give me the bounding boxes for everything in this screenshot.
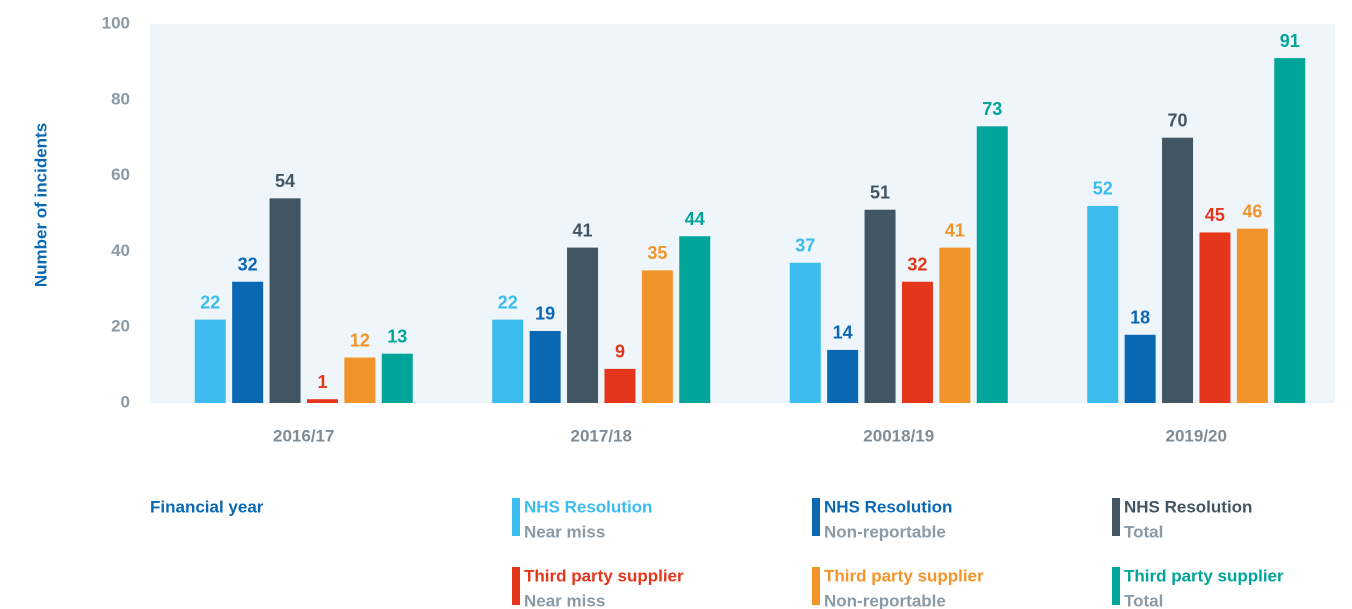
legend-swatch	[812, 498, 820, 536]
legend-swatch	[512, 567, 520, 605]
bar	[604, 368, 636, 403]
bar	[194, 319, 226, 403]
data-label: 91	[1280, 31, 1300, 51]
legend-swatch	[1112, 567, 1120, 605]
data-label: 46	[1242, 201, 1262, 221]
data-label: 12	[350, 330, 370, 350]
data-label: 45	[1205, 205, 1225, 225]
bar	[529, 330, 561, 403]
data-label: 51	[870, 182, 890, 202]
bar	[1274, 58, 1306, 404]
bar	[864, 209, 896, 403]
bar	[492, 319, 524, 403]
y-tick-label: 0	[121, 392, 130, 411]
legend-group: NHS Resolution	[824, 497, 952, 516]
data-label: 32	[907, 254, 927, 274]
data-label: 41	[573, 220, 593, 240]
x-axis-label: Financial year	[150, 497, 264, 516]
legend-name: Near miss	[524, 522, 605, 541]
legend-group: Third party supplier	[524, 566, 684, 585]
bar	[232, 281, 264, 403]
bar	[976, 126, 1008, 403]
x-tick-label: 20018/19	[863, 426, 934, 445]
data-label: 19	[535, 304, 555, 324]
data-label: 32	[238, 254, 258, 274]
data-label: 14	[833, 323, 853, 343]
bar	[344, 357, 376, 403]
data-label: 9	[615, 342, 625, 362]
bar	[1162, 137, 1194, 403]
legend-swatch	[812, 567, 820, 605]
data-label: 35	[647, 243, 667, 263]
legend-group: Third party supplier	[824, 566, 984, 585]
bar	[1087, 205, 1119, 403]
x-tick-label: 2016/17	[273, 426, 334, 445]
data-label: 52	[1093, 179, 1113, 199]
plot-background	[150, 24, 1335, 403]
legend-group: Third party supplier	[1124, 566, 1284, 585]
y-tick-label: 60	[111, 165, 130, 184]
bar	[789, 262, 821, 403]
x-tick-label: 2017/18	[571, 426, 632, 445]
data-label: 70	[1168, 110, 1188, 130]
y-axis-label: Number of incidents	[31, 123, 50, 287]
bar	[679, 236, 711, 403]
data-label: 18	[1130, 308, 1150, 328]
bar	[1199, 232, 1231, 403]
legend-name: Non-reportable	[824, 522, 946, 541]
legend-name: Non-reportable	[824, 591, 946, 609]
bar	[901, 281, 933, 403]
data-label: 54	[275, 171, 295, 191]
bar	[939, 247, 971, 403]
y-tick-label: 20	[111, 317, 130, 336]
bar	[306, 399, 338, 403]
legend-group: NHS Resolution	[524, 497, 652, 516]
legend-name: Total	[1124, 522, 1163, 541]
bar	[567, 247, 599, 403]
bar	[1236, 228, 1268, 403]
y-tick-label: 100	[102, 13, 130, 32]
legend-swatch	[1112, 498, 1120, 536]
bar	[641, 270, 673, 403]
data-label: 73	[982, 99, 1002, 119]
bar	[827, 349, 859, 403]
bar	[1124, 334, 1156, 403]
data-label: 41	[945, 220, 965, 240]
legend-name: Total	[1124, 591, 1163, 609]
bar	[269, 198, 301, 403]
data-label: 22	[200, 292, 220, 312]
bar	[381, 353, 413, 403]
y-tick-label: 80	[111, 89, 130, 108]
legend-group: NHS Resolution	[1124, 497, 1252, 516]
legend-name: Near miss	[524, 591, 605, 609]
data-label: 44	[685, 209, 705, 229]
data-label: 37	[795, 236, 815, 256]
data-label: 1	[317, 372, 327, 392]
x-tick-label: 2019/20	[1166, 426, 1227, 445]
y-tick-label: 40	[111, 241, 130, 260]
legend-swatch	[512, 498, 520, 536]
data-label: 22	[498, 292, 518, 312]
data-label: 13	[387, 326, 407, 346]
